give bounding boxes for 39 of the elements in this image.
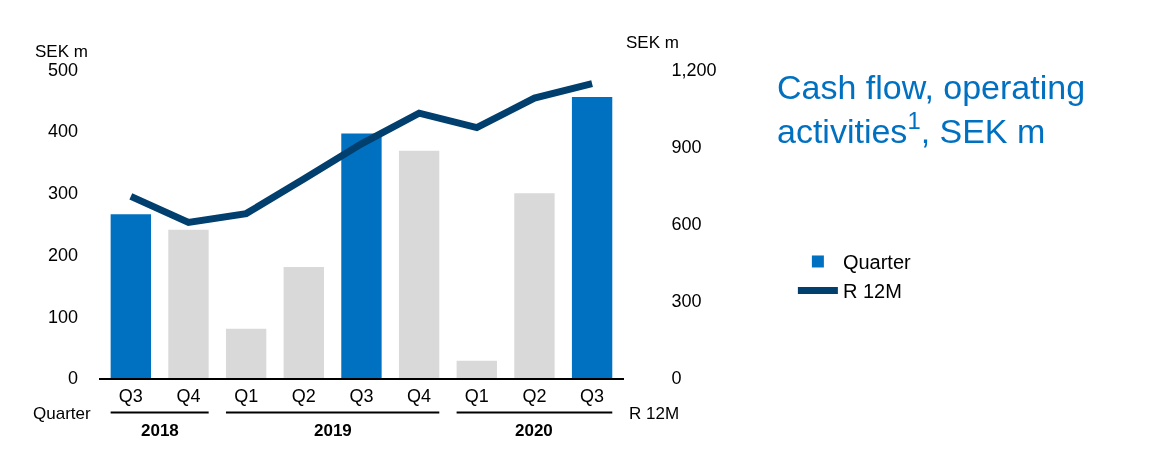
x-tick-label: Q2: [291, 385, 316, 406]
x-tick-label: Q4: [407, 385, 432, 406]
y-axis-title: SEK m: [35, 42, 88, 61]
legend-label: R 12M: [842, 280, 902, 303]
y2-tick-label: 300: [671, 291, 702, 312]
bar: [398, 150, 440, 379]
bar: [168, 229, 209, 379]
x-tick-label: Q1: [464, 385, 489, 406]
bar: [110, 214, 151, 379]
x-tick-label: Q3: [349, 385, 374, 406]
x-tick-label: Q1: [234, 385, 259, 406]
bar: [456, 360, 497, 379]
y-tick-label: 300: [48, 183, 79, 204]
text: Cash flow, operating activities$^{1}$, SEK m: [777, 68, 1086, 151]
x-tick-label: Q3: [118, 385, 143, 406]
bar: [283, 266, 324, 379]
y2-tick-label: 1,200: [671, 59, 717, 80]
y2-tick-label: 900: [671, 136, 702, 157]
text: R 12M: [629, 404, 680, 423]
bar: [571, 97, 613, 379]
bar: [341, 133, 382, 379]
x-tick-label: Q4: [176, 385, 201, 406]
y-tick-label: 0: [68, 368, 79, 389]
legend-label: Quarter: [842, 251, 912, 274]
y2-tick-label: 0: [671, 368, 682, 389]
y-tick-label: 200: [48, 244, 79, 265]
y2-axis-title: SEK m: [626, 33, 679, 52]
text: Quarter: [33, 404, 91, 423]
y-tick-label: 500: [48, 59, 79, 80]
bar: [225, 328, 267, 379]
x-tick-label: Q3: [580, 385, 605, 406]
y-tick-label: 100: [48, 306, 79, 327]
text: 2018: [141, 421, 179, 440]
y2-tick-label: 600: [671, 213, 702, 234]
text: 2019: [314, 421, 352, 440]
x-tick-label: Q2: [522, 385, 547, 406]
bar: [514, 193, 555, 379]
y-tick-label: 400: [48, 121, 79, 142]
text: 2020: [515, 421, 553, 440]
